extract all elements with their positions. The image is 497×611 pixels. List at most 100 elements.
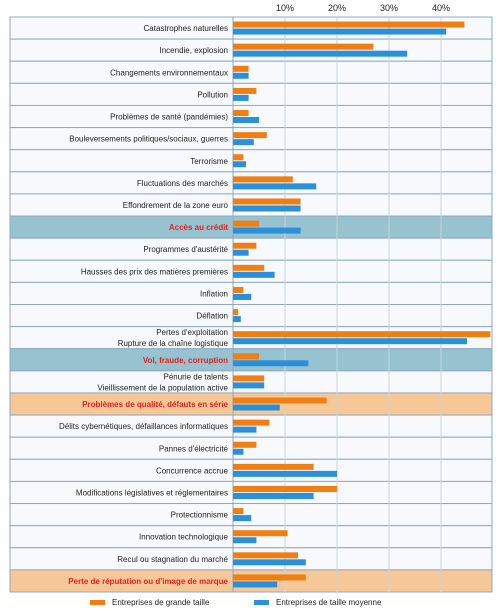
category-label: Problèmes de qualité, défauts en série — [82, 400, 228, 409]
category-label: Vol, fraude, corruption — [143, 356, 228, 365]
row-band — [9, 547, 493, 571]
category-label: Pollution — [197, 90, 228, 99]
bar-large-enterprises — [233, 574, 306, 581]
bar-medium-enterprises — [233, 426, 257, 433]
bar-large-enterprises — [233, 375, 265, 382]
category-label: Protectionnisme — [171, 511, 229, 520]
category-label: Incendie, explosion — [160, 46, 229, 55]
row-band — [9, 193, 493, 217]
legend-swatch — [254, 600, 269, 605]
bar-large-enterprises — [233, 353, 259, 360]
bar-large-enterprises — [233, 242, 257, 249]
bar-medium-enterprises — [233, 492, 314, 499]
category-label: Modifications législatives et réglementa… — [76, 488, 228, 497]
bar-large-enterprises — [233, 154, 244, 161]
bar-large-enterprises — [233, 87, 257, 94]
bar-medium-enterprises — [233, 94, 249, 101]
bar-medium-enterprises — [233, 72, 249, 79]
row-band — [9, 348, 493, 372]
legend-label: Entreprises de taille moyenne — [276, 598, 382, 607]
category-label: Bouleversements politiques/sociaux, guer… — [69, 135, 228, 144]
category-label: Déflation — [196, 312, 228, 321]
bar-medium-enterprises — [233, 448, 244, 455]
bar-large-enterprises — [233, 110, 249, 117]
bar-large-enterprises — [233, 463, 314, 470]
bar-large-enterprises — [233, 43, 374, 50]
bar-large-enterprises — [233, 419, 270, 426]
bar-large-enterprises — [233, 264, 265, 271]
category-label: Fluctuations des marchés — [137, 179, 228, 188]
row-band — [9, 171, 493, 195]
bar-medium-enterprises — [233, 537, 257, 544]
category-label: Catastrophes naturelles — [144, 24, 229, 33]
bar-medium-enterprises — [233, 28, 447, 35]
bar-large-enterprises — [233, 485, 337, 492]
bar-medium-enterprises — [233, 470, 337, 477]
x-tick-label: 40% — [432, 3, 450, 13]
row-band — [9, 304, 493, 328]
row-band — [9, 38, 493, 62]
bar-medium-enterprises — [233, 50, 408, 57]
bar-medium-enterprises — [233, 404, 280, 411]
x-tick-label: 20% — [328, 3, 346, 13]
category-label: Pannes d'électricité — [159, 444, 229, 453]
bar-large-enterprises — [233, 21, 465, 28]
row-band — [9, 237, 493, 261]
bar-large-enterprises — [233, 198, 301, 205]
bar-medium-enterprises — [233, 249, 249, 256]
category-label: Pertes d'exploitation — [156, 328, 228, 337]
bar-large-enterprises — [233, 397, 327, 404]
row-band — [9, 370, 493, 394]
category-label: Programmes d'austérité — [143, 245, 228, 254]
category-label: Rupture de la chaîne logistique — [118, 339, 229, 348]
category-label: Concurrence accrue — [156, 466, 229, 475]
category-label: Changements environnementaux — [110, 68, 228, 77]
row-band — [9, 82, 493, 106]
category-label: Pénurie de talents — [164, 372, 229, 381]
bar-medium-enterprises — [233, 227, 301, 234]
row-band — [9, 458, 493, 482]
bar-large-enterprises — [233, 309, 239, 316]
bar-medium-enterprises — [233, 271, 275, 278]
x-tick-label: 10% — [276, 3, 294, 13]
bar-medium-enterprises — [233, 117, 259, 124]
row-band — [9, 104, 493, 129]
row-band — [9, 569, 493, 593]
bar-medium-enterprises — [233, 515, 252, 522]
row-band — [9, 281, 493, 305]
row-band — [9, 16, 493, 40]
category-label: Délits cybernétiques, défaillances infor… — [59, 422, 228, 431]
category-label: Innovation technologique — [139, 533, 229, 542]
row-band — [9, 436, 493, 460]
row-band — [9, 503, 493, 527]
bar-medium-enterprises — [233, 183, 317, 190]
bar-large-enterprises — [233, 508, 244, 515]
category-label: Recul ou stagnation du marché — [117, 555, 228, 564]
bar-medium-enterprises — [233, 382, 265, 389]
category-label: Terrorisme — [190, 157, 228, 166]
bar-large-enterprises — [233, 220, 259, 227]
bar-large-enterprises — [233, 552, 298, 559]
category-label: Perte de réputation ou d'image de marque — [68, 577, 228, 586]
bar-large-enterprises — [233, 441, 257, 448]
legend-swatch — [90, 600, 105, 605]
bar-medium-enterprises — [233, 338, 467, 345]
bar-large-enterprises — [233, 132, 267, 139]
bar-large-enterprises — [233, 530, 288, 537]
row-band — [9, 60, 493, 84]
bar-medium-enterprises — [233, 139, 254, 146]
bar-large-enterprises — [233, 331, 491, 338]
bar-large-enterprises — [233, 65, 249, 72]
row-band — [9, 149, 493, 173]
x-tick-label: 30% — [380, 3, 398, 13]
bar-medium-enterprises — [233, 581, 278, 588]
legend-label: Entreprises de grande taille — [112, 598, 210, 607]
category-label: Hausses des prix des matières premières — [81, 267, 228, 276]
row-band — [9, 525, 493, 549]
row-band — [9, 215, 493, 239]
bar-medium-enterprises — [233, 360, 309, 367]
bar-medium-enterprises — [233, 293, 252, 300]
category-label: Accès au crédit — [169, 223, 228, 232]
bar-large-enterprises — [233, 286, 244, 293]
